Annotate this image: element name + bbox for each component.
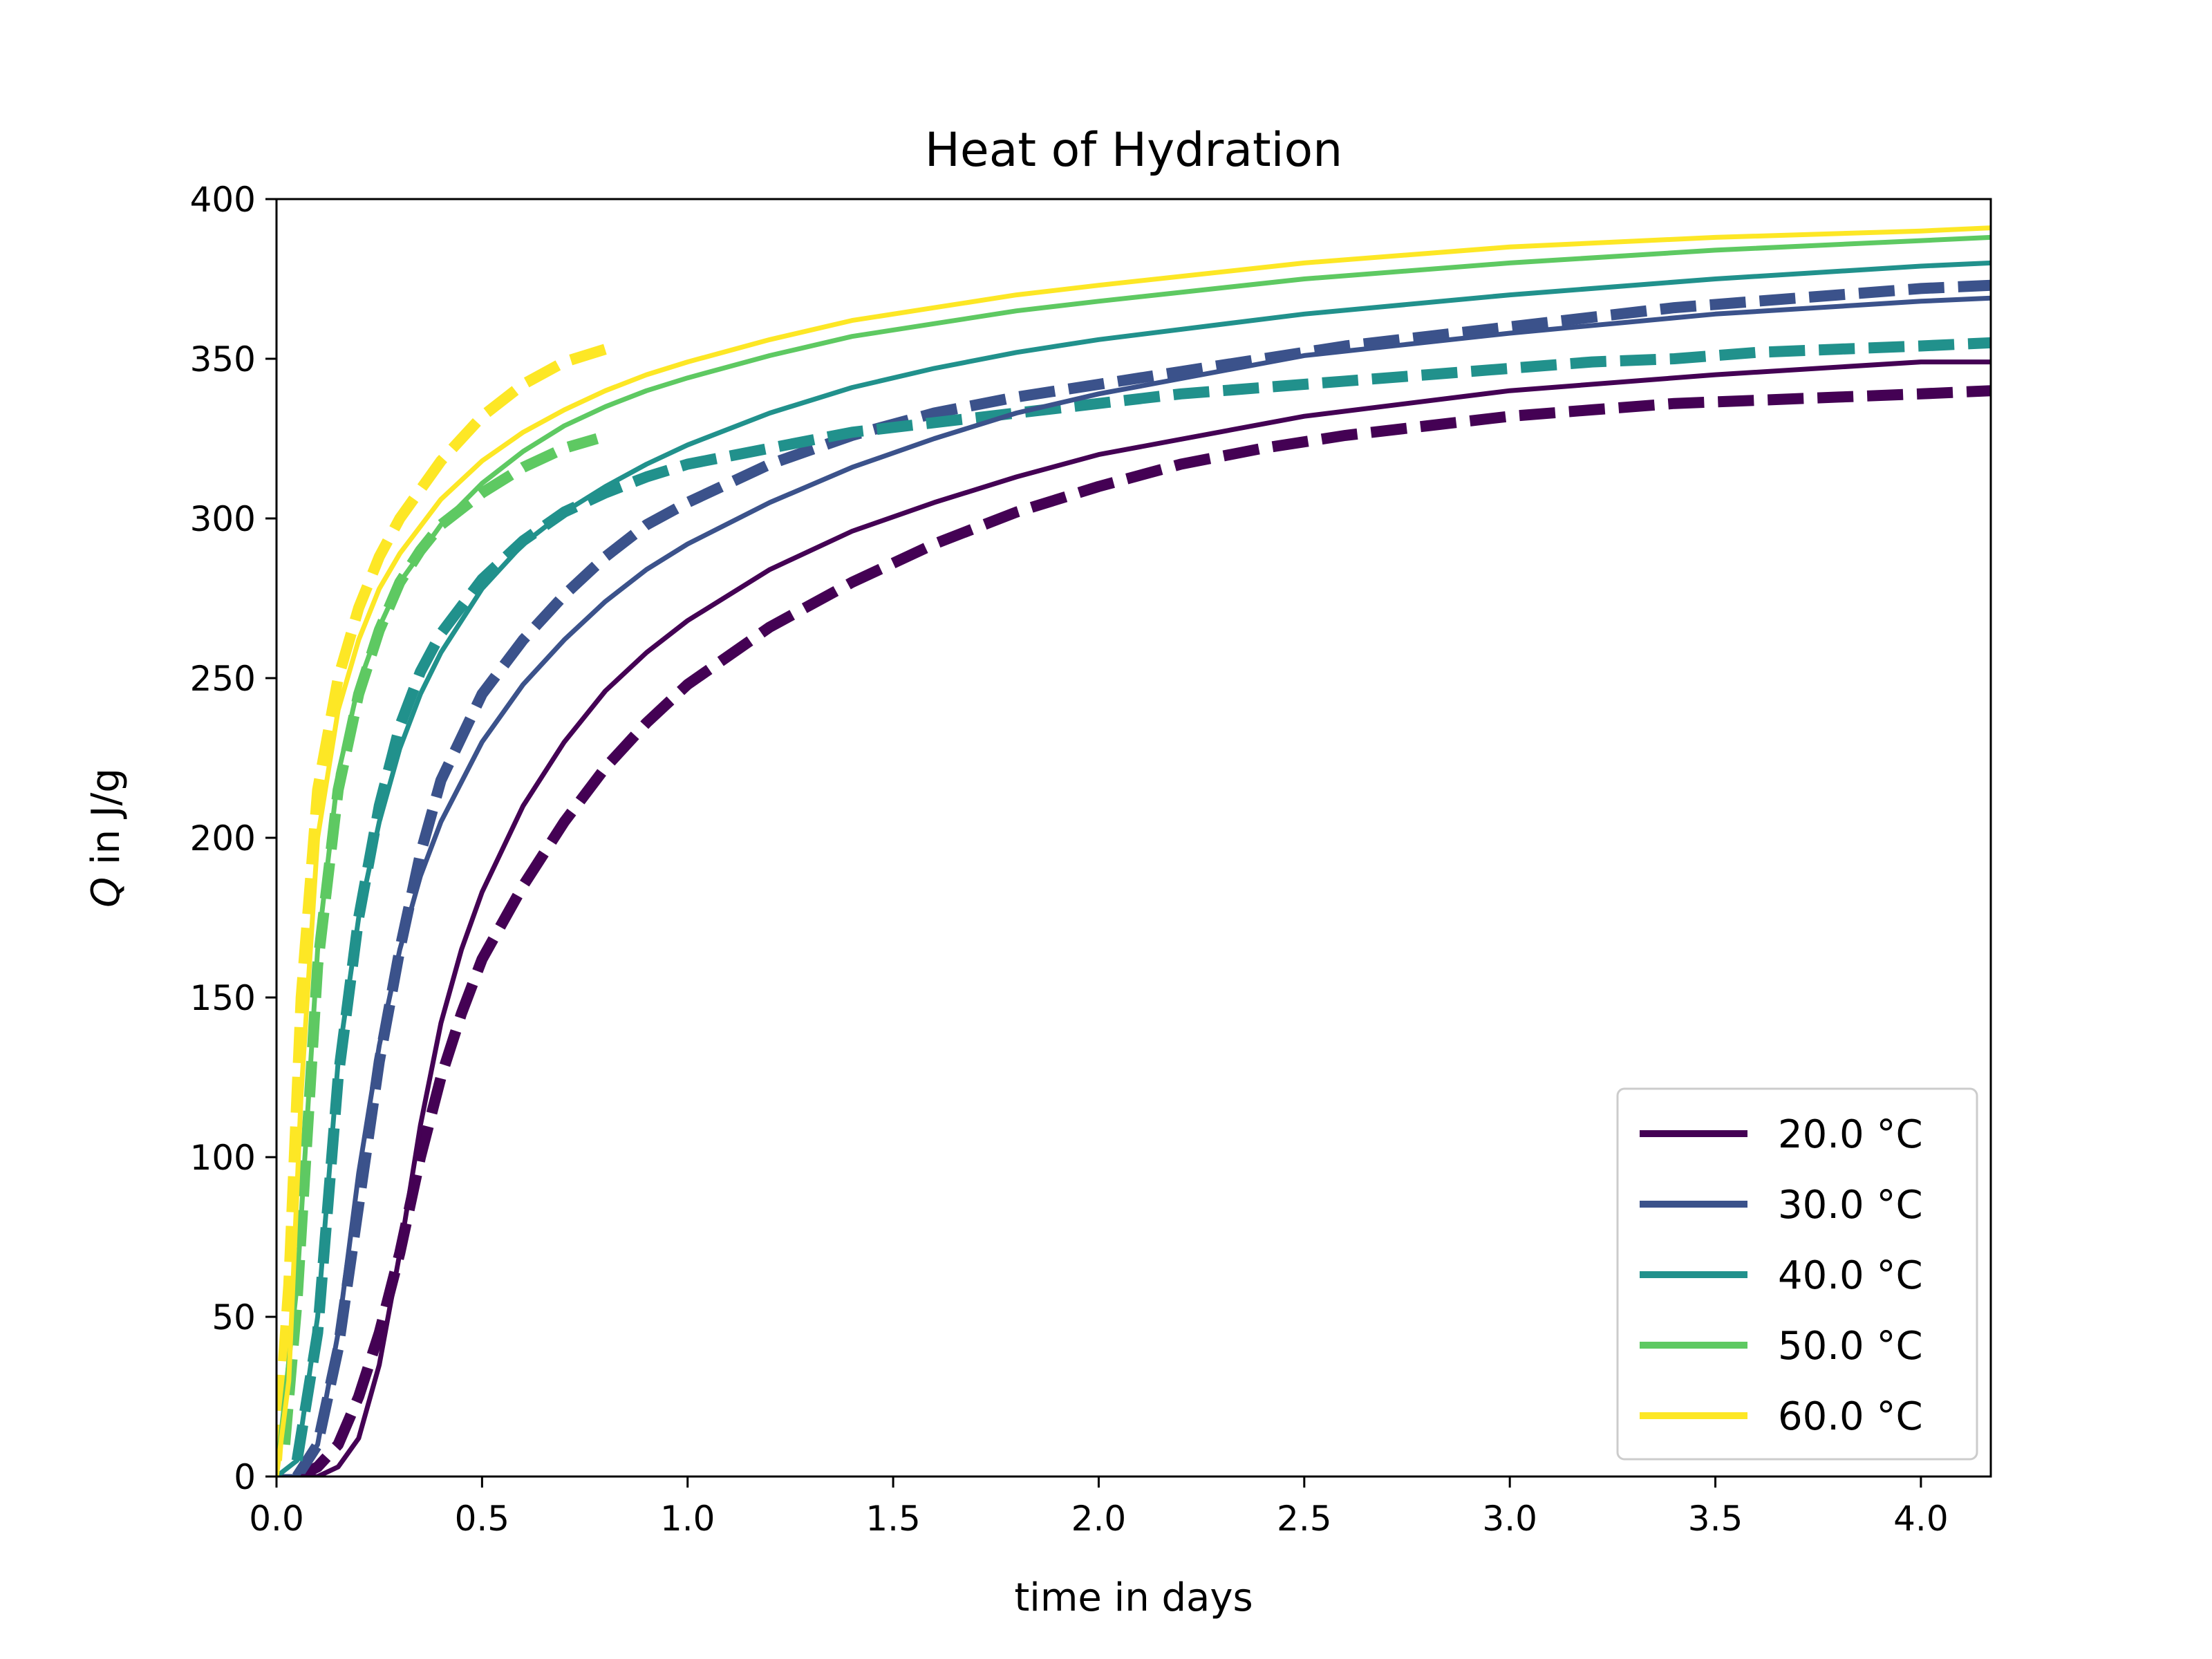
- y-tick-label: 400: [190, 180, 256, 220]
- x-axis-label: time in days: [1014, 1575, 1253, 1620]
- x-tick-label: 0.0: [249, 1499, 304, 1539]
- legend-box: [1616, 1087, 1978, 1461]
- series-model-60c: [276, 225, 1991, 1477]
- x-tick-label: 2.5: [1277, 1499, 1332, 1539]
- legend-label: 60.0 °C: [1778, 1394, 1923, 1439]
- y-tick-label: 150: [190, 978, 256, 1018]
- legend-label: 50.0 °C: [1778, 1324, 1923, 1369]
- series-model-40c: [276, 260, 1991, 1477]
- y-tick-label: 200: [190, 818, 256, 859]
- y-tick-label: 350: [190, 339, 256, 379]
- y-tick-label: 50: [212, 1297, 256, 1338]
- x-tick-label: 1.0: [660, 1499, 715, 1539]
- x-tick-label: 4.0: [1893, 1499, 1949, 1539]
- series-measured-40c: [291, 337, 1991, 1462]
- x-tick-label: 0.5: [455, 1499, 510, 1539]
- legend-label: 20.0 °C: [1778, 1112, 1923, 1157]
- y-axis-ticks: 0 50 100 150 200 250 300 350 400: [190, 180, 276, 1497]
- legend-label: 30.0 °C: [1778, 1183, 1923, 1228]
- x-tick-label: 3.0: [1482, 1499, 1537, 1539]
- x-axis-ticks: 0.0 0.5 1.0 1.5 2.0 2.5 3.0 3.5 4.0: [249, 1477, 1949, 1539]
- series-model-50c: [276, 234, 1991, 1477]
- y-tick-label: 0: [234, 1457, 256, 1497]
- series-measured-60c: [276, 344, 608, 1461]
- legend: 20.0 °C 30.0 °C 40.0 °C 50.0 °C 60.0 °C: [1616, 1087, 1978, 1461]
- x-tick-label: 1.5: [865, 1499, 921, 1539]
- x-tick-label: 2.0: [1071, 1499, 1127, 1539]
- x-tick-label: 3.5: [1688, 1499, 1743, 1539]
- legend-label: 40.0 °C: [1778, 1253, 1923, 1298]
- y-tick-label: 300: [190, 499, 256, 539]
- plot-series-layer: [276, 225, 1991, 1477]
- y-axis-label: Q in J/g: [84, 768, 129, 908]
- series-model-20c: [276, 359, 1991, 1477]
- chart-title: Heat of Hydration: [925, 123, 1343, 178]
- y-tick-label: 250: [190, 659, 256, 699]
- y-axis-label-unit: in J/g: [84, 768, 129, 877]
- y-axis-label-symbol: Q: [84, 877, 129, 908]
- series-model-30c: [276, 295, 1991, 1477]
- y-tick-label: 100: [190, 1138, 256, 1178]
